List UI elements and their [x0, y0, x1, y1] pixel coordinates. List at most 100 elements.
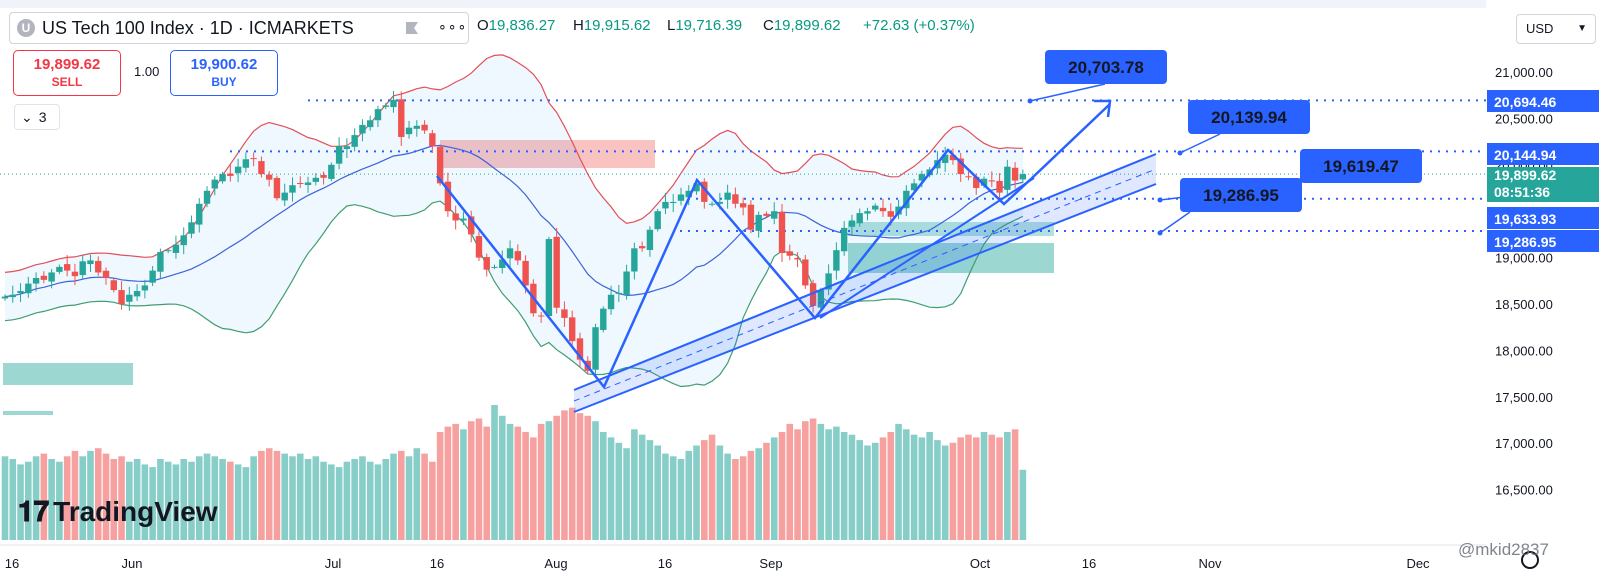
- volume-bar: [817, 423, 825, 540]
- candle-body: [1004, 166, 1011, 190]
- currency-select[interactable]: USD ▼: [1516, 14, 1596, 44]
- volume-bar: [895, 423, 902, 540]
- ohlc-high: H19,915.62: [573, 17, 651, 34]
- candle-body: [771, 211, 778, 219]
- volume-bar: [374, 464, 382, 540]
- demand-zone: [848, 222, 1054, 236]
- candle-body: [833, 250, 840, 271]
- volume-bar: [335, 467, 343, 540]
- volume-bar: [56, 461, 63, 540]
- volume-bar: [164, 461, 172, 540]
- volume-bar: [871, 442, 879, 540]
- candle-body: [879, 207, 887, 212]
- symbol-title[interactable]: US Tech 100 Index · 1D · ICMARKETS: [42, 18, 354, 38]
- volume-bar: [328, 464, 335, 540]
- candle-body: [941, 154, 949, 163]
- x-axis-tick-label: Dec: [1406, 556, 1430, 571]
- volume-bar: [1, 456, 9, 540]
- indicators-toggle-button[interactable]: ⌄ 3: [14, 104, 60, 130]
- candle-body: [452, 213, 459, 221]
- candle-body: [304, 182, 312, 186]
- candle-body: [250, 158, 257, 160]
- candle-body: [227, 173, 234, 176]
- candle-body: [592, 327, 599, 370]
- candle-body: [840, 227, 848, 252]
- candle-body: [817, 290, 825, 308]
- candle-body: [646, 229, 654, 250]
- candle-body: [1, 296, 9, 299]
- volume-bar: [320, 461, 327, 540]
- candle-body: [405, 127, 413, 135]
- volume-bar: [149, 467, 156, 540]
- candle-body: [996, 180, 1003, 193]
- candle-body: [374, 109, 382, 121]
- volume-bar: [965, 434, 972, 540]
- volume-bar: [17, 464, 24, 540]
- candle-body: [382, 105, 389, 107]
- candle-body: [716, 201, 724, 204]
- tradingview-logo-text: TradingView: [53, 496, 218, 527]
- price-scale-tag-label: 20,144.94: [1494, 147, 1556, 163]
- volume-bar: [172, 464, 180, 540]
- volume-bar: [110, 459, 118, 540]
- y-axis-tick-label: 17,000.00: [1495, 436, 1553, 451]
- volume-bar: [71, 450, 79, 540]
- candle-body: [973, 176, 980, 188]
- volume-bar: [359, 456, 366, 540]
- y-axis-tick-label: 21,000.00: [1495, 65, 1553, 80]
- volume-bar: [755, 448, 762, 540]
- volume-bar: [506, 423, 514, 540]
- flag-icon[interactable]: [405, 21, 419, 35]
- more-options-icon[interactable]: ∘∘∘: [438, 18, 468, 34]
- volume-bar: [716, 445, 724, 540]
- x-axis-tick-label: Jul: [325, 556, 342, 571]
- volume-bar: [638, 434, 646, 540]
- tradingview-logo: 𝟏𝟕 TradingView: [18, 496, 218, 529]
- volume-bar: [739, 456, 747, 540]
- buy-price: 19,900.62: [190, 56, 258, 73]
- volume-bar: [444, 426, 452, 540]
- settings-icon[interactable]: [1521, 551, 1539, 569]
- trend-channel-lower: [573, 183, 1157, 413]
- volume-bar: [242, 467, 250, 540]
- candle-body: [312, 177, 319, 182]
- bollinger-fill: [5, 54, 1023, 387]
- volume-bar: [957, 437, 965, 540]
- x-axis-tick-label: Aug: [544, 556, 567, 571]
- y-axis-tick-label: 17,500.00: [1495, 390, 1553, 405]
- volume-bar: [203, 453, 211, 540]
- candle-body: [9, 294, 16, 298]
- indicator-count: 3: [38, 109, 47, 125]
- volume-bar: [631, 429, 638, 540]
- volume-bar: [48, 459, 55, 540]
- volume-bar: [390, 453, 397, 540]
- volume-bar: [545, 421, 553, 540]
- price-scale-tag-label: 20,694.46: [1494, 94, 1556, 110]
- volume-bar: [926, 432, 933, 540]
- price-callout-label: 19,286.95: [1203, 186, 1279, 205]
- candle-body: [351, 135, 358, 147]
- candle-body: [522, 260, 529, 286]
- symbol-legend[interactable]: U US Tech 100 Index · 1D · ICMARKETS ∘∘∘: [9, 12, 469, 44]
- volume-bar: [786, 423, 794, 540]
- volume-bar: [848, 434, 856, 540]
- candle-body: [118, 290, 125, 304]
- volume-bar: [654, 445, 661, 540]
- volume-bar: [312, 456, 320, 540]
- volume-bar: [537, 423, 545, 540]
- price-scale-background: [1486, 0, 1600, 588]
- bollinger-basis: [4, 144, 1024, 298]
- candle-body: [460, 218, 467, 221]
- x-axis-tick-label: Jun: [122, 556, 143, 571]
- price-scale-tag: [1487, 167, 1599, 185]
- buy-button[interactable]: 19,900.62 BUY: [170, 50, 278, 96]
- candle-body: [281, 192, 288, 201]
- candle-body: [701, 181, 708, 202]
- volume-bar: [118, 456, 125, 540]
- currency-label: USD: [1526, 21, 1554, 36]
- y-axis-tick-label: 19,000.00: [1495, 251, 1553, 266]
- candle-body: [188, 222, 195, 234]
- sell-button[interactable]: 19,899.62 SELL: [13, 50, 121, 96]
- candle-body: [499, 259, 506, 268]
